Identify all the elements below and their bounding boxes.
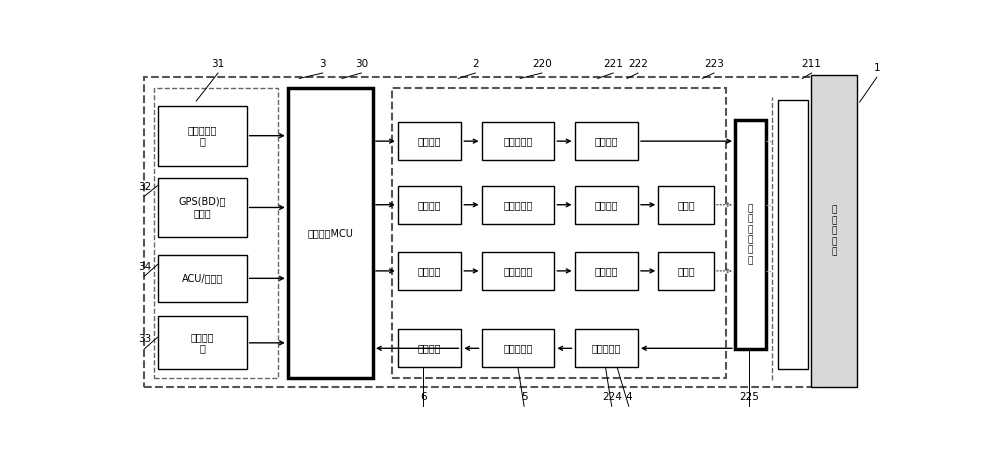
Text: 减速器: 减速器 bbox=[677, 200, 695, 210]
FancyBboxPatch shape bbox=[574, 252, 638, 290]
Text: 极化编码器: 极化编码器 bbox=[592, 343, 621, 354]
FancyBboxPatch shape bbox=[482, 122, 554, 160]
Text: GPS(BD)定
位单元: GPS(BD)定 位单元 bbox=[178, 197, 226, 218]
Text: ACU/上位机: ACU/上位机 bbox=[181, 273, 223, 283]
Text: 跟踪控制MCU: 跟踪控制MCU bbox=[307, 228, 353, 238]
Text: 机
械
传
动
机
构: 机 械 传 动 机 构 bbox=[748, 204, 753, 265]
Text: 天
线
及
馈
源: 天 线 及 馈 源 bbox=[831, 206, 837, 256]
FancyBboxPatch shape bbox=[574, 185, 638, 224]
FancyBboxPatch shape bbox=[658, 185, 714, 224]
Text: 接口转换: 接口转换 bbox=[418, 200, 441, 210]
FancyBboxPatch shape bbox=[288, 87, 373, 378]
FancyBboxPatch shape bbox=[658, 252, 714, 290]
Text: 俯仰电机: 俯仰电机 bbox=[595, 200, 618, 210]
Text: 方位电机: 方位电机 bbox=[595, 266, 618, 276]
Text: 4: 4 bbox=[625, 392, 632, 402]
FancyBboxPatch shape bbox=[574, 122, 638, 160]
Text: 信号转化板: 信号转化板 bbox=[503, 343, 533, 354]
FancyBboxPatch shape bbox=[158, 255, 247, 302]
FancyBboxPatch shape bbox=[482, 252, 554, 290]
FancyBboxPatch shape bbox=[482, 329, 554, 367]
Text: 接口转换: 接口转换 bbox=[418, 343, 441, 354]
FancyBboxPatch shape bbox=[158, 106, 247, 166]
FancyBboxPatch shape bbox=[482, 185, 554, 224]
Text: 220: 220 bbox=[532, 59, 552, 68]
Text: 221: 221 bbox=[603, 59, 623, 68]
Text: 211: 211 bbox=[802, 59, 822, 68]
FancyBboxPatch shape bbox=[158, 178, 247, 236]
Text: 30: 30 bbox=[355, 59, 368, 68]
Text: 接口转换: 接口转换 bbox=[418, 266, 441, 276]
Text: 5: 5 bbox=[521, 392, 527, 402]
FancyBboxPatch shape bbox=[398, 185, 461, 224]
Text: 6: 6 bbox=[420, 392, 427, 402]
FancyBboxPatch shape bbox=[398, 122, 461, 160]
Text: 惯性测量单
元: 惯性测量单 元 bbox=[187, 125, 217, 146]
Text: 224: 224 bbox=[602, 392, 622, 402]
FancyBboxPatch shape bbox=[811, 75, 857, 388]
Text: 2: 2 bbox=[472, 59, 479, 68]
FancyBboxPatch shape bbox=[574, 329, 638, 367]
FancyBboxPatch shape bbox=[778, 100, 808, 369]
Text: 34: 34 bbox=[138, 262, 151, 272]
Text: 俯仰驱动器: 俯仰驱动器 bbox=[503, 200, 533, 210]
Text: 3: 3 bbox=[319, 59, 326, 68]
Text: 223: 223 bbox=[704, 59, 724, 68]
Text: 33: 33 bbox=[138, 335, 151, 345]
Text: 接口转换: 接口转换 bbox=[418, 136, 441, 146]
Text: 225: 225 bbox=[739, 392, 759, 402]
Text: 方位驱动器: 方位驱动器 bbox=[503, 266, 533, 276]
FancyBboxPatch shape bbox=[735, 120, 766, 349]
FancyBboxPatch shape bbox=[398, 329, 461, 367]
FancyBboxPatch shape bbox=[158, 317, 247, 369]
Text: 32: 32 bbox=[138, 182, 151, 192]
Text: 31: 31 bbox=[211, 59, 225, 68]
Text: 信标接收
机: 信标接收 机 bbox=[190, 332, 214, 354]
Text: 极化驱动器: 极化驱动器 bbox=[503, 136, 533, 146]
FancyBboxPatch shape bbox=[398, 252, 461, 290]
Text: 减速器: 减速器 bbox=[677, 266, 695, 276]
Text: 极化电机: 极化电机 bbox=[595, 136, 618, 146]
Text: 1: 1 bbox=[873, 63, 880, 73]
Text: 222: 222 bbox=[628, 59, 648, 68]
